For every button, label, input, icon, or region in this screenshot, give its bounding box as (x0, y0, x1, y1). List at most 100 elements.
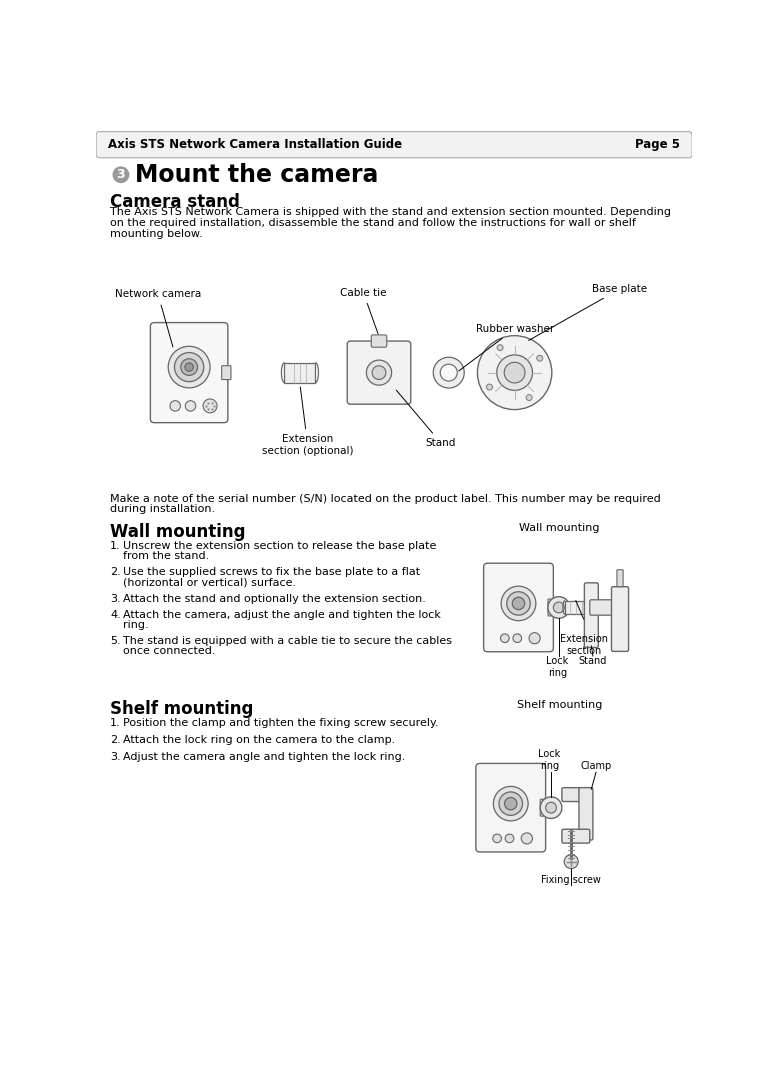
FancyBboxPatch shape (96, 131, 692, 158)
Text: Wall mounting: Wall mounting (110, 522, 245, 541)
Text: mounting below.: mounting below. (110, 229, 203, 238)
Text: 3.: 3. (110, 594, 121, 604)
Text: Cable tie: Cable tie (340, 288, 387, 334)
Circle shape (505, 834, 514, 842)
Circle shape (487, 384, 492, 390)
Text: Mount the camera: Mount the camera (135, 163, 378, 186)
FancyBboxPatch shape (611, 586, 628, 651)
Text: 3: 3 (117, 168, 125, 181)
Circle shape (185, 363, 193, 371)
Circle shape (548, 596, 570, 618)
Text: during installation.: during installation. (110, 504, 215, 514)
Text: 1.: 1. (110, 541, 121, 552)
Text: Adjust the camera angle and tighten the lock ring.: Adjust the camera angle and tighten the … (123, 752, 405, 762)
Circle shape (175, 352, 204, 382)
Circle shape (513, 634, 521, 643)
Circle shape (564, 854, 578, 868)
Text: Stand: Stand (396, 390, 456, 448)
Circle shape (554, 602, 564, 612)
Text: on the required installation, disassemble the stand and follow the instructions : on the required installation, disassembl… (110, 218, 636, 228)
Circle shape (529, 633, 540, 644)
Text: Lock
ring: Lock ring (538, 749, 561, 771)
FancyBboxPatch shape (151, 323, 228, 423)
Circle shape (168, 346, 210, 388)
Text: The Axis STS Network Camera is shipped with the stand and extension section moun: The Axis STS Network Camera is shipped w… (110, 207, 671, 217)
Circle shape (507, 592, 531, 615)
Bar (565, 601, 587, 615)
Circle shape (113, 167, 128, 182)
Text: (horizontal or vertical) surface.: (horizontal or vertical) surface. (123, 578, 296, 588)
Text: Camera stand: Camera stand (110, 193, 240, 211)
FancyBboxPatch shape (476, 763, 546, 852)
Text: Use the supplied screws to fix the base plate to a flat: Use the supplied screws to fix the base … (123, 567, 421, 578)
Text: The stand is equipped with a cable tie to secure the cables: The stand is equipped with a cable tie t… (123, 636, 452, 646)
Text: 3.: 3. (110, 752, 121, 762)
FancyBboxPatch shape (221, 365, 231, 379)
Circle shape (526, 395, 532, 401)
Bar (285, 363, 315, 383)
Circle shape (185, 401, 196, 411)
Circle shape (494, 786, 528, 821)
Text: Page 5: Page 5 (635, 139, 681, 151)
Circle shape (540, 797, 562, 818)
Circle shape (501, 586, 536, 621)
Circle shape (170, 401, 181, 411)
FancyBboxPatch shape (371, 335, 387, 347)
Text: Clamp: Clamp (581, 761, 611, 771)
Text: once connected.: once connected. (123, 646, 216, 656)
Text: Attach the stand and optionally the extension section.: Attach the stand and optionally the exte… (123, 594, 426, 604)
Circle shape (546, 802, 557, 813)
Text: Shelf mounting: Shelf mounting (110, 700, 254, 718)
Text: 4.: 4. (110, 610, 121, 620)
Circle shape (537, 356, 543, 361)
Circle shape (433, 358, 464, 388)
FancyBboxPatch shape (548, 599, 558, 616)
Circle shape (181, 359, 198, 375)
Text: Rubber washer: Rubber washer (459, 324, 554, 371)
FancyBboxPatch shape (348, 341, 411, 404)
FancyBboxPatch shape (562, 829, 590, 843)
Text: 5.: 5. (110, 636, 121, 646)
Text: Stand: Stand (579, 656, 607, 666)
Circle shape (478, 336, 552, 410)
Text: Attach the camera, adjust the angle and tighten the lock: Attach the camera, adjust the angle and … (123, 610, 441, 620)
Circle shape (504, 362, 525, 383)
Circle shape (493, 834, 501, 842)
Circle shape (501, 634, 509, 643)
Circle shape (203, 399, 217, 413)
Circle shape (366, 360, 391, 385)
Circle shape (499, 792, 522, 815)
Circle shape (372, 365, 386, 379)
Text: Shelf mounting: Shelf mounting (517, 700, 602, 710)
Text: Extension
section: Extension section (560, 634, 608, 656)
Text: Wall mounting: Wall mounting (519, 522, 600, 532)
Text: Attach the lock ring on the camera to the clamp.: Attach the lock ring on the camera to th… (123, 735, 395, 746)
Circle shape (497, 345, 503, 350)
FancyBboxPatch shape (590, 599, 616, 616)
Circle shape (521, 833, 532, 844)
FancyBboxPatch shape (562, 788, 590, 801)
Text: Network camera: Network camera (115, 289, 201, 347)
Text: ring.: ring. (123, 620, 149, 630)
Text: Make a note of the serial number (S/N) located on the product label. This number: Make a note of the serial number (S/N) l… (110, 493, 661, 504)
Circle shape (440, 364, 458, 382)
FancyBboxPatch shape (540, 799, 550, 816)
Text: Position the clamp and tighten the fixing screw securely.: Position the clamp and tighten the fixin… (123, 719, 439, 728)
Text: from the stand.: from the stand. (123, 552, 209, 562)
Circle shape (504, 798, 517, 810)
Text: Axis STS Network Camera Installation Guide: Axis STS Network Camera Installation Gui… (108, 139, 402, 151)
Text: 1.: 1. (110, 719, 121, 728)
Text: Extension
section (optional): Extension section (optional) (262, 387, 354, 456)
Text: 2.: 2. (110, 735, 121, 746)
FancyBboxPatch shape (484, 564, 554, 651)
Text: Lock
ring: Lock ring (546, 656, 568, 678)
Text: Unscrew the extension section to release the base plate: Unscrew the extension section to release… (123, 541, 437, 552)
Circle shape (497, 354, 532, 390)
FancyBboxPatch shape (617, 570, 623, 586)
Text: Fixing screw: Fixing screw (541, 875, 601, 885)
FancyBboxPatch shape (579, 788, 593, 840)
Text: 2.: 2. (110, 567, 121, 578)
Text: Base plate: Base plate (528, 284, 647, 340)
FancyBboxPatch shape (584, 583, 598, 647)
Circle shape (512, 597, 524, 609)
